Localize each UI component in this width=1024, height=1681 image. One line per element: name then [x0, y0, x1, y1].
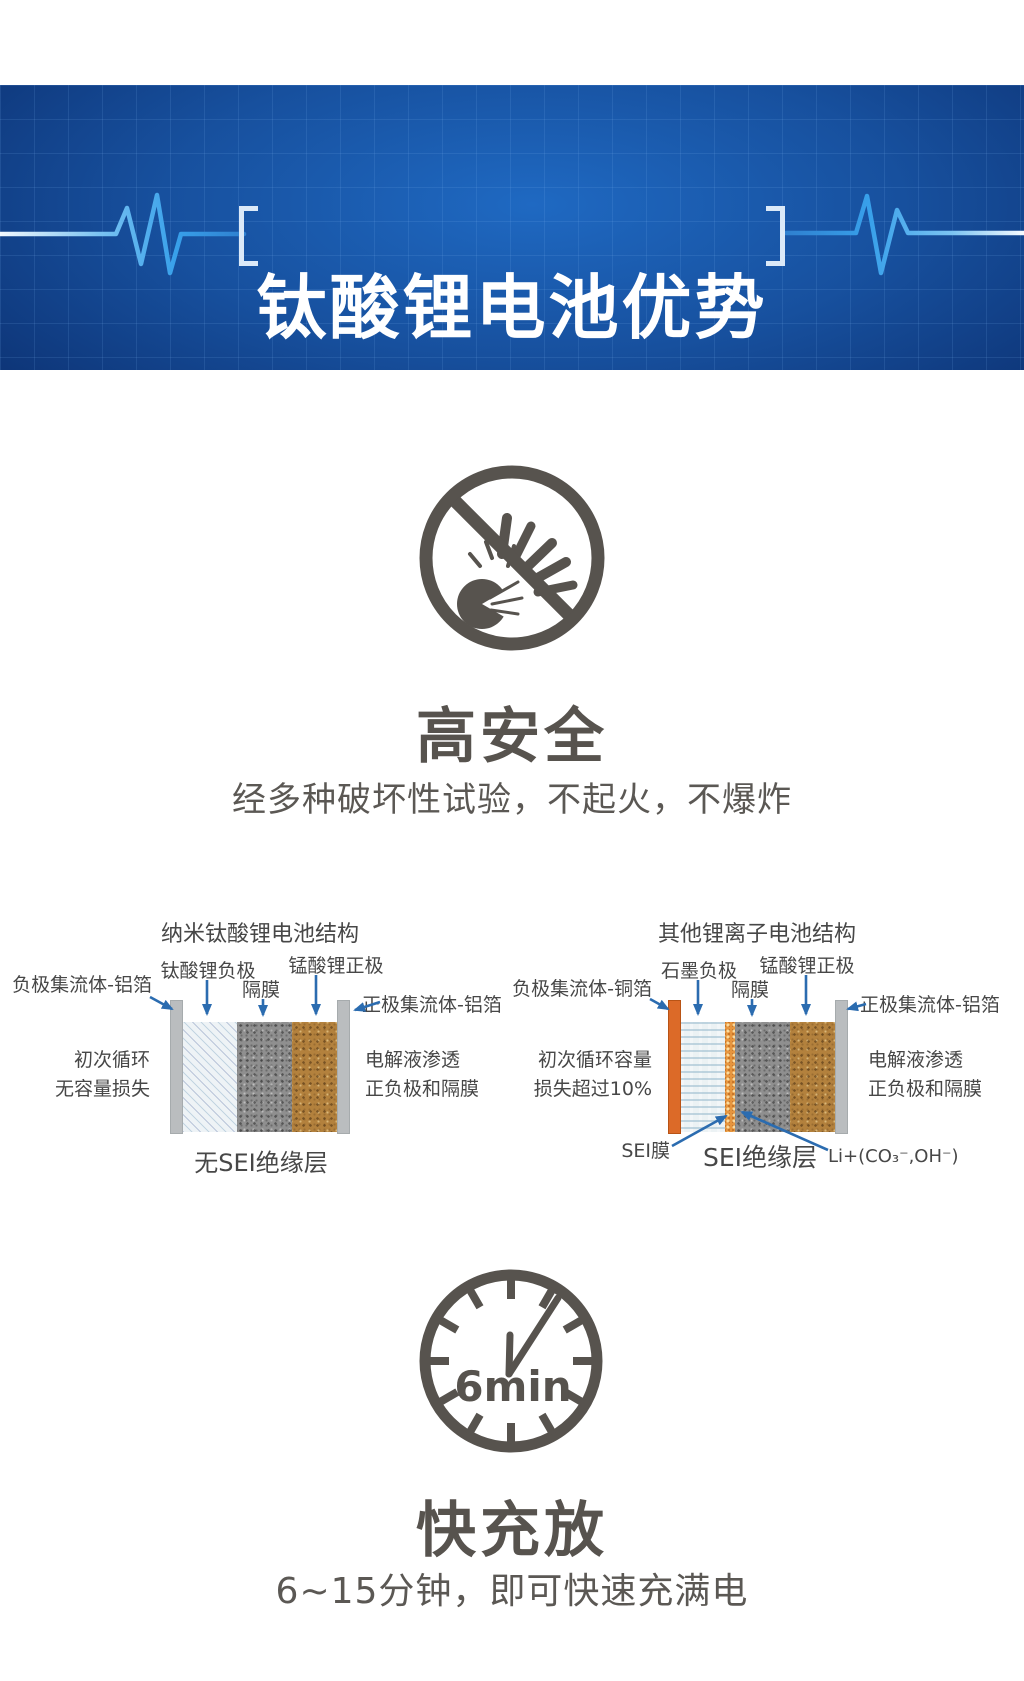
banner-title: 钛酸锂电池优势	[256, 267, 768, 349]
battery-wall-right	[337, 1000, 350, 1134]
cycle-note: 初次循环容量 损失超过10%	[512, 1046, 652, 1104]
banner: 钛酸锂电池优势	[0, 85, 1024, 370]
neg-collector-label: 负极集流体-铝箔	[12, 974, 152, 996]
battery-wall-left	[170, 1000, 183, 1134]
layer-cathode	[292, 1022, 337, 1132]
ekg-pulse-lines-icon	[0, 192, 1024, 276]
layer-sei-film	[725, 1022, 735, 1132]
diagram-title: 其他锂离子电池结构	[657, 922, 856, 947]
clock-icon: 6min	[419, 1269, 603, 1453]
anode-label: 石墨负极	[660, 960, 737, 982]
separator-label: 隔膜	[241, 979, 280, 1001]
cycle-note-line1: 初次循环容量	[537, 1049, 652, 1071]
electrolyte-note-line1: 电解液渗透	[365, 1049, 461, 1071]
cycle-note: 初次循环 无容量损失	[30, 1046, 150, 1104]
bracket-right-icon	[766, 206, 785, 266]
no-sei-note: 无SEI绝缘层	[194, 1149, 328, 1177]
ekg-right-icon	[783, 193, 1024, 276]
layer-separator	[237, 1022, 292, 1132]
anode-label: 钛酸锂负极	[160, 960, 256, 982]
pos-collector-label: 正极集流体-铝箔	[860, 994, 1000, 1016]
layer-separator	[735, 1022, 790, 1132]
fast-charge-subtitle: 6~15分钟，即可快速充满电	[275, 1571, 749, 1612]
arrow-neg-collector-left	[149, 995, 174, 1011]
battery-wall-left-copper	[668, 1000, 681, 1134]
layer-anode	[183, 1022, 237, 1132]
cycle-note-line2: 无容量损失	[54, 1078, 150, 1100]
bracket-left-icon	[239, 206, 258, 266]
electrolyte-note: 电解液渗透 正负极和隔膜	[365, 1046, 515, 1104]
neg-collector-label: 负极集流体-铜箔	[512, 978, 652, 1000]
electrolyte-note-line2: 正负极和隔膜	[365, 1078, 480, 1100]
electrolyte-note-line1: 电解液渗透	[868, 1049, 964, 1071]
no-explosion-icon	[419, 465, 605, 651]
cathode-label: 锰酸锂正极	[288, 955, 384, 977]
pos-collector-label: 正极集流体-铝箔	[362, 994, 502, 1016]
safety-subtitle: 经多种破坏性试验，不起火，不爆炸	[232, 780, 792, 820]
cycle-note-line1: 初次循环	[73, 1049, 150, 1071]
fast-charge-heading: 快充放	[416, 1496, 608, 1566]
ekg-left-icon	[0, 192, 247, 276]
cycle-note-line2: 损失超过10%	[533, 1078, 652, 1100]
sei-film-label: SEI膜	[621, 1140, 670, 1162]
electrolyte-note-line2: 正负极和隔膜	[868, 1078, 983, 1100]
li-ion-label: Li+(CO₃⁻,OH⁻)	[828, 1146, 959, 1167]
layer-anode	[681, 1022, 725, 1132]
diagram-title: 纳米钛酸锂电池结构	[160, 922, 359, 947]
separator-label: 隔膜	[730, 979, 769, 1001]
clock-text: 6min	[454, 1362, 571, 1411]
layer-cathode	[790, 1022, 835, 1132]
sei-layer-label: SEI绝缘层	[702, 1143, 818, 1172]
electrolyte-note: 电解液渗透 正负极和隔膜	[868, 1046, 1018, 1104]
cathode-label: 锰酸锂正极	[759, 955, 855, 977]
safety-heading: 高安全	[416, 702, 608, 772]
battery-wall-right	[835, 1000, 848, 1134]
arrow-neg-collector-right	[649, 997, 670, 1011]
clock-hour-hand	[505, 1294, 562, 1378]
